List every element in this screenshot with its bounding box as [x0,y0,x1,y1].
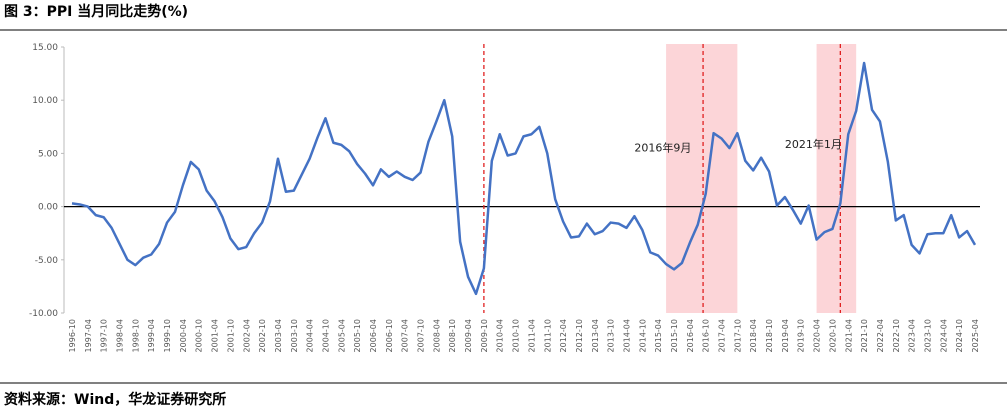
x-tick-label: 2002-04 [242,319,251,352]
y-tick-label: 0.00 [38,203,58,213]
x-tick-label: 2002-10 [258,319,267,352]
x-tick-label: 2021-10 [860,319,869,352]
x-tick-label: 2006-10 [385,319,394,352]
x-tick-label: 2004-10 [321,319,330,352]
x-tick-label: 2004-04 [306,319,315,352]
x-tick-label: 2014-10 [638,319,647,352]
x-tick-label: 2011-10 [543,319,552,352]
x-tick-label: 2013-04 [591,319,600,352]
x-tick-label: 2000-10 [195,319,204,352]
x-tick-label: 2000-04 [179,319,188,352]
y-tick-label: -10.00 [29,309,58,319]
y-tick-label: 5.00 [38,149,58,159]
x-tick-label: 1996-10 [68,319,77,352]
x-tick-label: 2003-10 [290,319,299,352]
x-tick-label: 2020-04 [813,319,822,352]
source: 资料来源：Wind，华龙证券研究所 [4,391,226,408]
x-tick-label: 2009-04 [464,319,473,352]
x-tick-label: 2021-04 [844,319,853,352]
x-tick-label: 2001-10 [226,319,235,352]
shaded-range [666,44,738,313]
x-tick-label: 2018-10 [765,319,774,352]
x-tick-label: 2015-10 [670,319,679,352]
x-tick-label: 1997-04 [84,319,93,352]
x-tick-label: 2019-10 [797,319,806,352]
x-tick-label: 2012-10 [575,319,584,352]
x-tick-label: 2007-10 [417,319,426,352]
x-tick-label: 2014-04 [622,319,631,352]
x-tick-label: 2022-04 [876,319,885,352]
y-tick-label: 15.00 [32,43,58,53]
x-tick-label: 2023-10 [923,319,932,352]
x-tick-label: 2019-04 [781,319,790,352]
x-tick-label: 2024-10 [955,319,964,352]
x-tick-label: 2005-10 [353,319,362,352]
x-tick-label: 2015-04 [654,319,663,352]
x-tick-label: 1998-10 [131,319,140,352]
x-tick-label: 1999-04 [147,319,156,352]
x-tick-label: 2023-04 [908,319,917,352]
x-tick-label: 2011-04 [527,319,536,352]
x-tick-label: 2007-04 [401,319,410,352]
shaded-range [816,44,857,313]
annotation: 2021年1月 [785,137,842,151]
x-tick-label: 2005-04 [337,319,346,352]
x-tick-label: 2025-04 [971,319,980,352]
x-tick-label: 2010-10 [512,319,521,352]
x-tick-label: 2017-10 [733,319,742,352]
chart-title: 图 3：PPI 当月同比走势(%) [4,3,188,20]
x-tick-label: 2008-04 [432,319,441,352]
x-tick-label: 2001-04 [211,319,220,352]
x-tick-label: 2016-10 [702,319,711,352]
y-tick-label: 10.00 [32,96,58,106]
x-tick-label: 1997-10 [100,319,109,352]
x-tick-label: 2010-04 [496,319,505,352]
x-tick-label: 2020-10 [828,319,837,352]
x-tick-label: 2017-04 [718,319,727,352]
annotation: 2016年9月 [634,140,691,154]
x-tick-label: 1998-04 [116,319,125,352]
x-tick-label: 2009-10 [480,319,489,352]
x-tick-label: 2008-10 [448,319,457,352]
x-tick-label: 2012-04 [559,319,568,352]
x-tick-label: 2016-04 [686,319,695,352]
x-tick-label: 2022-10 [892,319,901,352]
x-tick-label: 1999-10 [163,319,172,352]
x-tick-label: 2006-04 [369,319,378,352]
x-tick-label: 2013-10 [607,319,616,352]
line [71,61,977,296]
x-tick-label: 2024-04 [939,319,948,352]
x-tick-label: 2018-04 [749,319,758,352]
y-tick-label: -5.00 [35,256,59,266]
x-tick-label: 2003-04 [274,319,283,352]
